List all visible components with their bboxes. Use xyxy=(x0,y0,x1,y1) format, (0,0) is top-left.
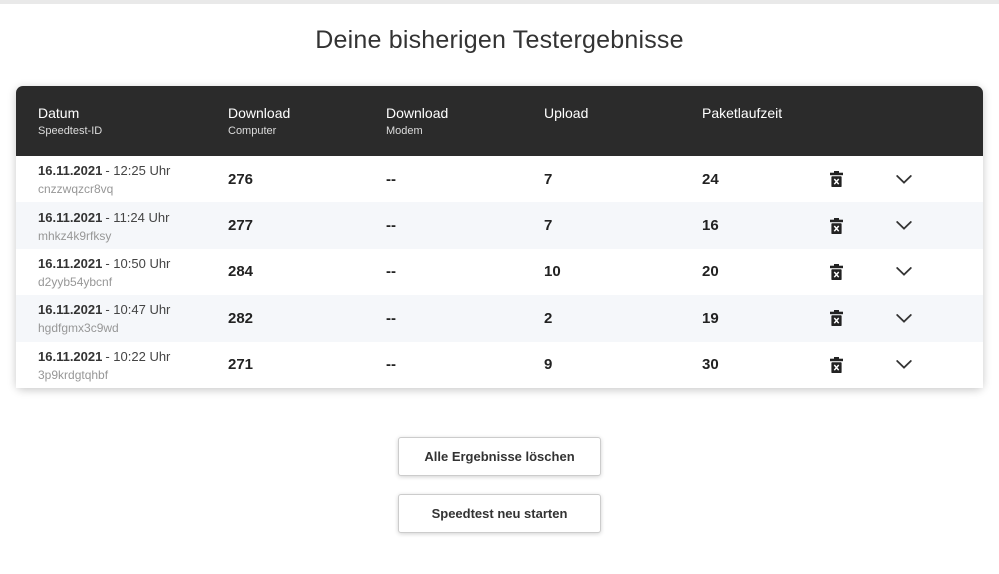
cell-datum: 16.11.2021- 12:25 Uhr cnzzwqzcr8vq xyxy=(16,161,206,197)
cell-upload: 7 xyxy=(544,217,553,235)
trash-icon xyxy=(829,310,843,327)
chevron-down-icon xyxy=(896,221,912,230)
cell-download-computer: 277 xyxy=(228,217,254,235)
header-paketlaufzeit: Paketlaufzeit xyxy=(680,105,802,138)
header-download-modem-sub: Modem xyxy=(386,124,423,137)
speedtest-id: 3p9krdgtqhbf xyxy=(38,367,109,382)
cell-download-computer: 284 xyxy=(228,263,254,281)
cell-download-computer: 282 xyxy=(228,309,254,327)
cell-download-computer: 271 xyxy=(228,356,254,374)
cell-upload: 2 xyxy=(544,309,553,327)
trash-icon xyxy=(829,356,843,373)
table-row: 16.11.2021- 11:24 Uhr mhkz4k9rfksy 277 -… xyxy=(16,202,983,249)
header-paketlaufzeit-label: Paketlaufzeit xyxy=(702,104,783,121)
delete-result-button[interactable] xyxy=(802,258,870,286)
restart-speedtest-button[interactable]: Speedtest neu starten xyxy=(398,493,601,533)
result-time: - 10:47 Uhr xyxy=(105,302,171,318)
chevron-down-icon xyxy=(896,174,912,184)
header-download-computer: Download Computer xyxy=(206,105,364,138)
cell-datum: 16.11.2021- 11:24 Uhr mhkz4k9rfksy xyxy=(16,208,206,244)
actions: Alle Ergebnisse löschen Speedtest neu st… xyxy=(0,436,999,533)
result-time: - 12:25 Uhr xyxy=(105,163,171,179)
cell-upload: 9 xyxy=(544,356,553,374)
delete-result-button[interactable] xyxy=(802,304,870,332)
header-datum-sub: Speedtest-ID xyxy=(38,124,103,137)
header-download-computer-sub: Computer xyxy=(228,124,277,137)
result-date: 16.11.2021 xyxy=(38,348,103,364)
table-row: 16.11.2021- 12:25 Uhr cnzzwqzcr8vq 276 -… xyxy=(16,156,983,203)
result-date: 16.11.2021 xyxy=(38,255,103,271)
cell-download-modem: -- xyxy=(386,309,396,327)
result-date: 16.11.2021 xyxy=(38,163,103,179)
expand-result-button[interactable] xyxy=(870,261,938,282)
result-time: - 11:24 Uhr xyxy=(105,209,170,225)
table-row: 16.11.2021- 10:47 Uhr hgdfgmx3c9wd 282 -… xyxy=(16,295,983,342)
expand-result-button[interactable] xyxy=(870,169,938,190)
header-download-modem: Download Modem xyxy=(364,105,522,138)
speedtest-id: d2yyb54ybcnf xyxy=(38,274,113,289)
page-title: Deine bisherigen Testergebnisse xyxy=(315,26,684,54)
cell-paketlaufzeit: 19 xyxy=(702,309,719,327)
cell-download-computer: 276 xyxy=(228,170,254,188)
cell-upload: 7 xyxy=(544,170,553,188)
result-date: 16.11.2021 xyxy=(38,302,103,318)
trash-icon xyxy=(829,171,843,188)
expand-result-button[interactable] xyxy=(870,215,938,236)
header-download-computer-label: Download xyxy=(228,104,291,121)
delete-result-button[interactable] xyxy=(802,351,870,379)
result-time: - 10:22 Uhr xyxy=(105,348,171,364)
cell-download-modem: -- xyxy=(386,217,396,235)
speedtest-id: hgdfgmx3c9wd xyxy=(38,321,119,336)
cell-download-modem: -- xyxy=(386,170,396,188)
header-download-modem-label: Download xyxy=(386,104,449,121)
result-time: - 10:50 Uhr xyxy=(105,255,171,271)
cell-paketlaufzeit: 20 xyxy=(702,263,719,281)
top-strip xyxy=(0,0,999,4)
cell-datum: 16.11.2021- 10:50 Uhr d2yyb54ybcnf xyxy=(16,254,206,290)
header-upload: Upload xyxy=(522,105,680,138)
delete-result-button[interactable] xyxy=(802,212,870,240)
expand-result-button[interactable] xyxy=(870,354,938,375)
chevron-down-icon xyxy=(896,313,912,323)
results-table: Datum Speedtest-ID Download Computer Dow… xyxy=(16,86,983,388)
cell-download-modem: -- xyxy=(386,356,396,374)
header-datum: Datum Speedtest-ID xyxy=(16,105,206,138)
header-upload-label: Upload xyxy=(544,104,589,121)
table-body: 16.11.2021- 12:25 Uhr cnzzwqzcr8vq 276 -… xyxy=(16,156,983,388)
chevron-down-icon xyxy=(896,360,912,370)
cell-download-modem: -- xyxy=(386,263,396,281)
cell-datum: 16.11.2021- 10:22 Uhr 3p9krdgtqhbf xyxy=(16,347,206,383)
chevron-down-icon xyxy=(896,267,912,277)
cell-paketlaufzeit: 16 xyxy=(702,217,719,235)
header-datum-label: Datum xyxy=(38,104,80,121)
table-row: 16.11.2021- 10:50 Uhr d2yyb54ybcnf 284 -… xyxy=(16,248,983,296)
cell-datum: 16.11.2021- 10:47 Uhr hgdfgmx3c9wd xyxy=(16,300,206,336)
speedtest-id: mhkz4k9rfksy xyxy=(38,228,112,243)
cell-paketlaufzeit: 24 xyxy=(702,170,719,188)
cell-upload: 10 xyxy=(544,263,561,281)
delete-result-button[interactable] xyxy=(802,165,870,193)
trash-icon xyxy=(829,217,843,234)
table-row: 16.11.2021- 10:22 Uhr 3p9krdgtqhbf 271 -… xyxy=(16,341,983,388)
speedtest-id: cnzzwqzcr8vq xyxy=(38,182,114,197)
result-date: 16.11.2021 xyxy=(38,209,103,225)
expand-result-button[interactable] xyxy=(870,308,938,329)
trash-icon xyxy=(829,263,843,280)
delete-all-results-button[interactable]: Alle Ergebnisse löschen xyxy=(398,436,601,476)
cell-paketlaufzeit: 30 xyxy=(702,356,719,374)
table-header: Datum Speedtest-ID Download Computer Dow… xyxy=(16,86,983,156)
